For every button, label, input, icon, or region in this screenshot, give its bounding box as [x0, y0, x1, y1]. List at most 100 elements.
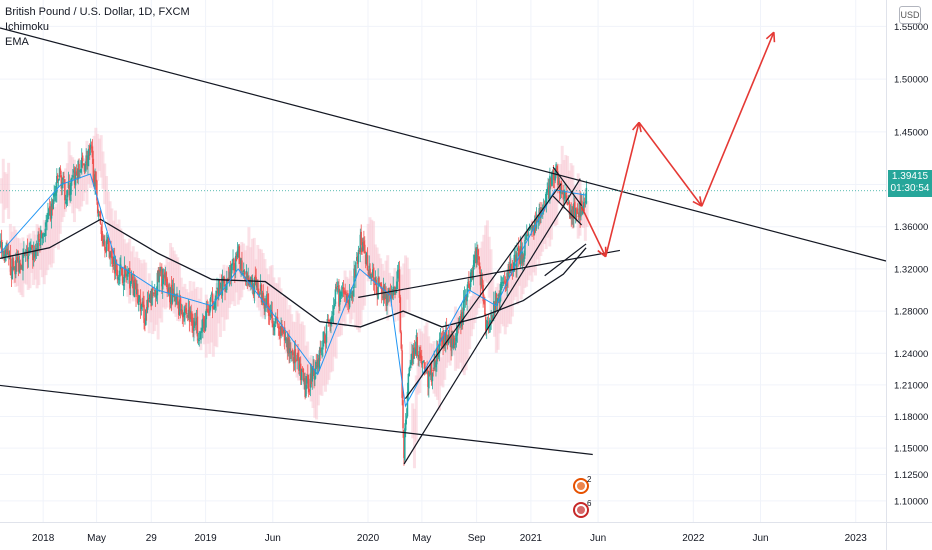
candle-body: [25, 250, 28, 253]
candle-body: [359, 234, 362, 252]
trendlines[interactable]: [0, 27, 887, 465]
cloud-segment: [206, 313, 210, 344]
candle-body: [33, 250, 36, 259]
indicator-ema[interactable]: EMA: [5, 36, 29, 48]
candle-body: [510, 265, 513, 270]
candle-body: [377, 277, 379, 299]
symbol-title[interactable]: British Pound / U.S. Dollar, 1D, FXCM: [5, 6, 190, 18]
candle-body: [526, 234, 529, 236]
chart-legend: British Pound / U.S. Dollar, 1D, FXCM Ic…: [5, 5, 190, 50]
candle-body: [254, 275, 257, 279]
candle-body: [433, 360, 435, 369]
candle-body: [358, 250, 361, 252]
candle-body: [291, 352, 293, 354]
candle-body: [308, 389, 311, 391]
candle-body: [120, 264, 122, 266]
candle-body: [318, 350, 321, 370]
candle-body: [239, 264, 241, 271]
candle-body: [115, 259, 118, 270]
projection-segment: [701, 31, 775, 207]
candle-body: [186, 315, 189, 317]
candle-body: [445, 327, 448, 336]
candle-body: [501, 284, 503, 286]
cloud-segment: [384, 260, 388, 312]
cloud-segment: [517, 256, 521, 286]
currency-button[interactable]: USD: [899, 6, 921, 24]
candle-body: [364, 244, 366, 253]
candle-body: [549, 175, 551, 201]
cloud-segment: [35, 224, 39, 289]
candle-body: [53, 193, 55, 197]
candle-body: [505, 287, 508, 289]
candle-body: [6, 248, 8, 254]
cloud-segment: [550, 179, 554, 240]
candle-body: [44, 228, 47, 237]
candle-body: [352, 290, 354, 296]
cloud-segment: [341, 287, 345, 322]
candle-body: [339, 291, 341, 305]
candle-body: [60, 175, 63, 189]
candle-body: [431, 373, 434, 382]
cloud-segment: [316, 359, 320, 406]
cloud-segment: [247, 227, 251, 292]
candle-body: [319, 347, 322, 354]
candle-body: [167, 289, 169, 294]
cloud-segment: [295, 310, 299, 378]
cloud-segment: [154, 296, 158, 325]
candle-body: [148, 300, 151, 302]
cloud-segment: [231, 267, 235, 302]
candle-body: [80, 157, 83, 168]
candle-body: [271, 311, 273, 324]
candle-body: [225, 288, 227, 290]
event-badges[interactable]: 26: [573, 475, 592, 518]
cloud-segment: [80, 159, 84, 207]
candle-body: [430, 361, 433, 382]
candle-body: [87, 155, 89, 166]
candle-body: [164, 274, 167, 277]
indicator-ichimoku[interactable]: Ichimoku: [5, 21, 50, 33]
candle-body: [156, 272, 159, 296]
cloud-segment: [407, 269, 411, 312]
candle-body: [297, 352, 299, 360]
candle-body: [178, 305, 180, 315]
projection-arrows[interactable]: [580, 31, 776, 258]
conversion-path: [0, 173, 587, 408]
candle-body: [15, 260, 17, 275]
candle-body: [389, 289, 392, 299]
cloud-segment: [304, 345, 308, 380]
candle-body: [42, 233, 45, 235]
x-tick-label: 29: [146, 533, 158, 544]
candle-body: [554, 170, 556, 181]
candle-body: [572, 207, 574, 219]
candle-body: [32, 250, 34, 261]
candle-body: [325, 324, 328, 343]
candle-body: [234, 255, 237, 272]
candle-body: [459, 316, 461, 319]
candle-body: [518, 257, 521, 264]
candle-body: [298, 358, 300, 371]
cloud-segment: [352, 284, 356, 313]
candle-body: [331, 312, 334, 314]
cloud-segment: [55, 203, 59, 244]
candle-body: [541, 207, 543, 210]
projection-arrowhead: [597, 249, 607, 258]
candle-body: [313, 368, 315, 379]
cloud-segment: [436, 354, 440, 400]
cloud-segment: [110, 208, 114, 260]
candle-body: [14, 266, 16, 275]
cloud-segment: [290, 314, 294, 358]
candle-body: [378, 277, 380, 283]
cloud-segment: [23, 247, 27, 284]
cloud-segment: [494, 287, 498, 353]
cloud-segment: [30, 245, 34, 273]
candle-body: [324, 340, 327, 344]
candle-body: [94, 174, 96, 186]
candle-body: [477, 255, 480, 260]
candle-body: [147, 297, 150, 302]
cloud-segment: [259, 249, 263, 317]
candle-body: [568, 202, 571, 215]
candle-body: [437, 352, 440, 358]
candle-body: [343, 290, 346, 294]
candle-body: [533, 227, 535, 236]
